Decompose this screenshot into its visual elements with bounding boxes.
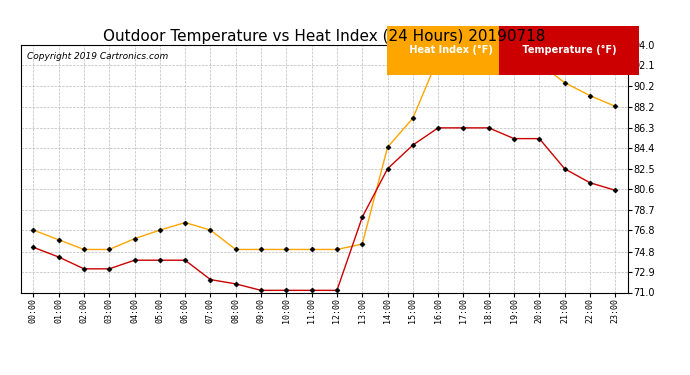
Text: Copyright 2019 Cartronics.com: Copyright 2019 Cartronics.com — [27, 53, 168, 62]
Title: Outdoor Temperature vs Heat Index (24 Hours) 20190718: Outdoor Temperature vs Heat Index (24 Ho… — [103, 29, 546, 44]
Text: Heat Index (°F): Heat Index (°F) — [406, 45, 497, 55]
Text: Temperature (°F): Temperature (°F) — [519, 45, 620, 55]
